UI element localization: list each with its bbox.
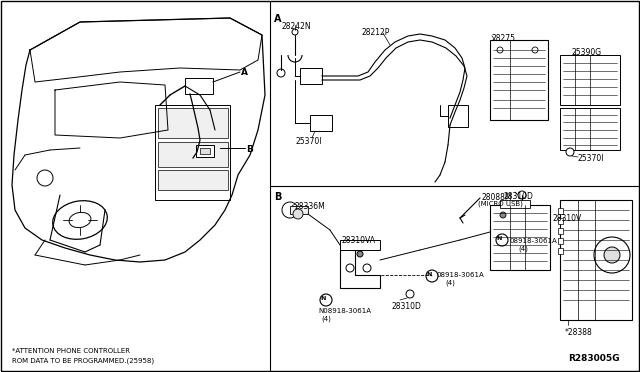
Text: 25390G: 25390G [572, 48, 602, 57]
Text: 25370I: 25370I [578, 154, 605, 163]
Text: 28212P: 28212P [362, 28, 390, 37]
Bar [490, 205, 550, 270]
Text: N08918-3061A: N08918-3061A [318, 308, 371, 314]
Circle shape [406, 290, 414, 298]
Bar [340, 240, 380, 250]
Text: 28310D: 28310D [392, 302, 422, 311]
Circle shape [518, 191, 526, 199]
Text: N: N [496, 235, 502, 241]
Bar [310, 115, 332, 131]
Bar [560, 108, 620, 150]
Circle shape [282, 202, 298, 218]
Circle shape [594, 237, 630, 273]
Text: 08918-3061A: 08918-3061A [510, 238, 557, 244]
Circle shape [292, 29, 298, 35]
Text: (4): (4) [518, 245, 528, 251]
Bar [560, 55, 620, 105]
Text: 25370I: 25370I [296, 137, 323, 146]
Bar [558, 228, 563, 234]
Bar [490, 40, 548, 120]
Bar [560, 200, 632, 320]
Circle shape [604, 247, 620, 263]
Text: ROM DATA TO BE PROGRAMMED.(25958): ROM DATA TO BE PROGRAMMED.(25958) [12, 357, 154, 363]
Circle shape [363, 264, 371, 272]
Circle shape [500, 212, 506, 218]
Text: 28310V: 28310V [553, 214, 582, 223]
Text: (4): (4) [321, 316, 331, 323]
Bar [300, 68, 322, 84]
Text: (MICRO USB): (MICRO USB) [478, 200, 523, 206]
Bar [558, 208, 563, 214]
Text: 28310VA: 28310VA [342, 236, 376, 245]
Text: (4): (4) [445, 280, 455, 286]
Text: A: A [274, 14, 282, 24]
Bar [155, 105, 230, 200]
Text: N: N [320, 295, 326, 301]
Text: 08918-3061A: 08918-3061A [437, 272, 484, 278]
Circle shape [497, 47, 503, 53]
Text: R283005G: R283005G [568, 354, 620, 363]
Bar [558, 248, 563, 254]
Text: N: N [426, 272, 432, 276]
Text: 28088M: 28088M [482, 193, 513, 202]
Ellipse shape [69, 212, 91, 228]
Bar [500, 200, 530, 208]
Circle shape [277, 69, 285, 77]
Text: 28242N: 28242N [282, 22, 312, 31]
Bar [158, 108, 228, 138]
Text: *28388: *28388 [565, 328, 593, 337]
Text: A: A [241, 68, 248, 77]
Text: 28275: 28275 [492, 34, 516, 43]
Circle shape [346, 264, 354, 272]
Bar [558, 218, 563, 224]
Circle shape [532, 47, 538, 53]
Circle shape [426, 270, 438, 282]
Circle shape [566, 148, 574, 156]
Text: B: B [246, 145, 253, 154]
Bar [448, 105, 468, 127]
Circle shape [293, 209, 303, 219]
Bar [185, 78, 213, 94]
Bar [158, 142, 228, 167]
Bar [196, 145, 214, 157]
Circle shape [37, 170, 53, 186]
Text: 28336M: 28336M [295, 202, 326, 211]
Circle shape [357, 251, 363, 257]
Text: 28310D: 28310D [504, 192, 534, 201]
Bar [558, 238, 563, 244]
Circle shape [496, 234, 508, 246]
Text: B: B [274, 192, 282, 202]
Bar [290, 206, 308, 214]
Polygon shape [340, 248, 380, 288]
Bar [158, 170, 228, 190]
Ellipse shape [52, 201, 108, 239]
Bar [200, 148, 210, 154]
Text: *ATTENTION PHONE CONTROLLER: *ATTENTION PHONE CONTROLLER [12, 348, 130, 354]
Circle shape [320, 294, 332, 306]
